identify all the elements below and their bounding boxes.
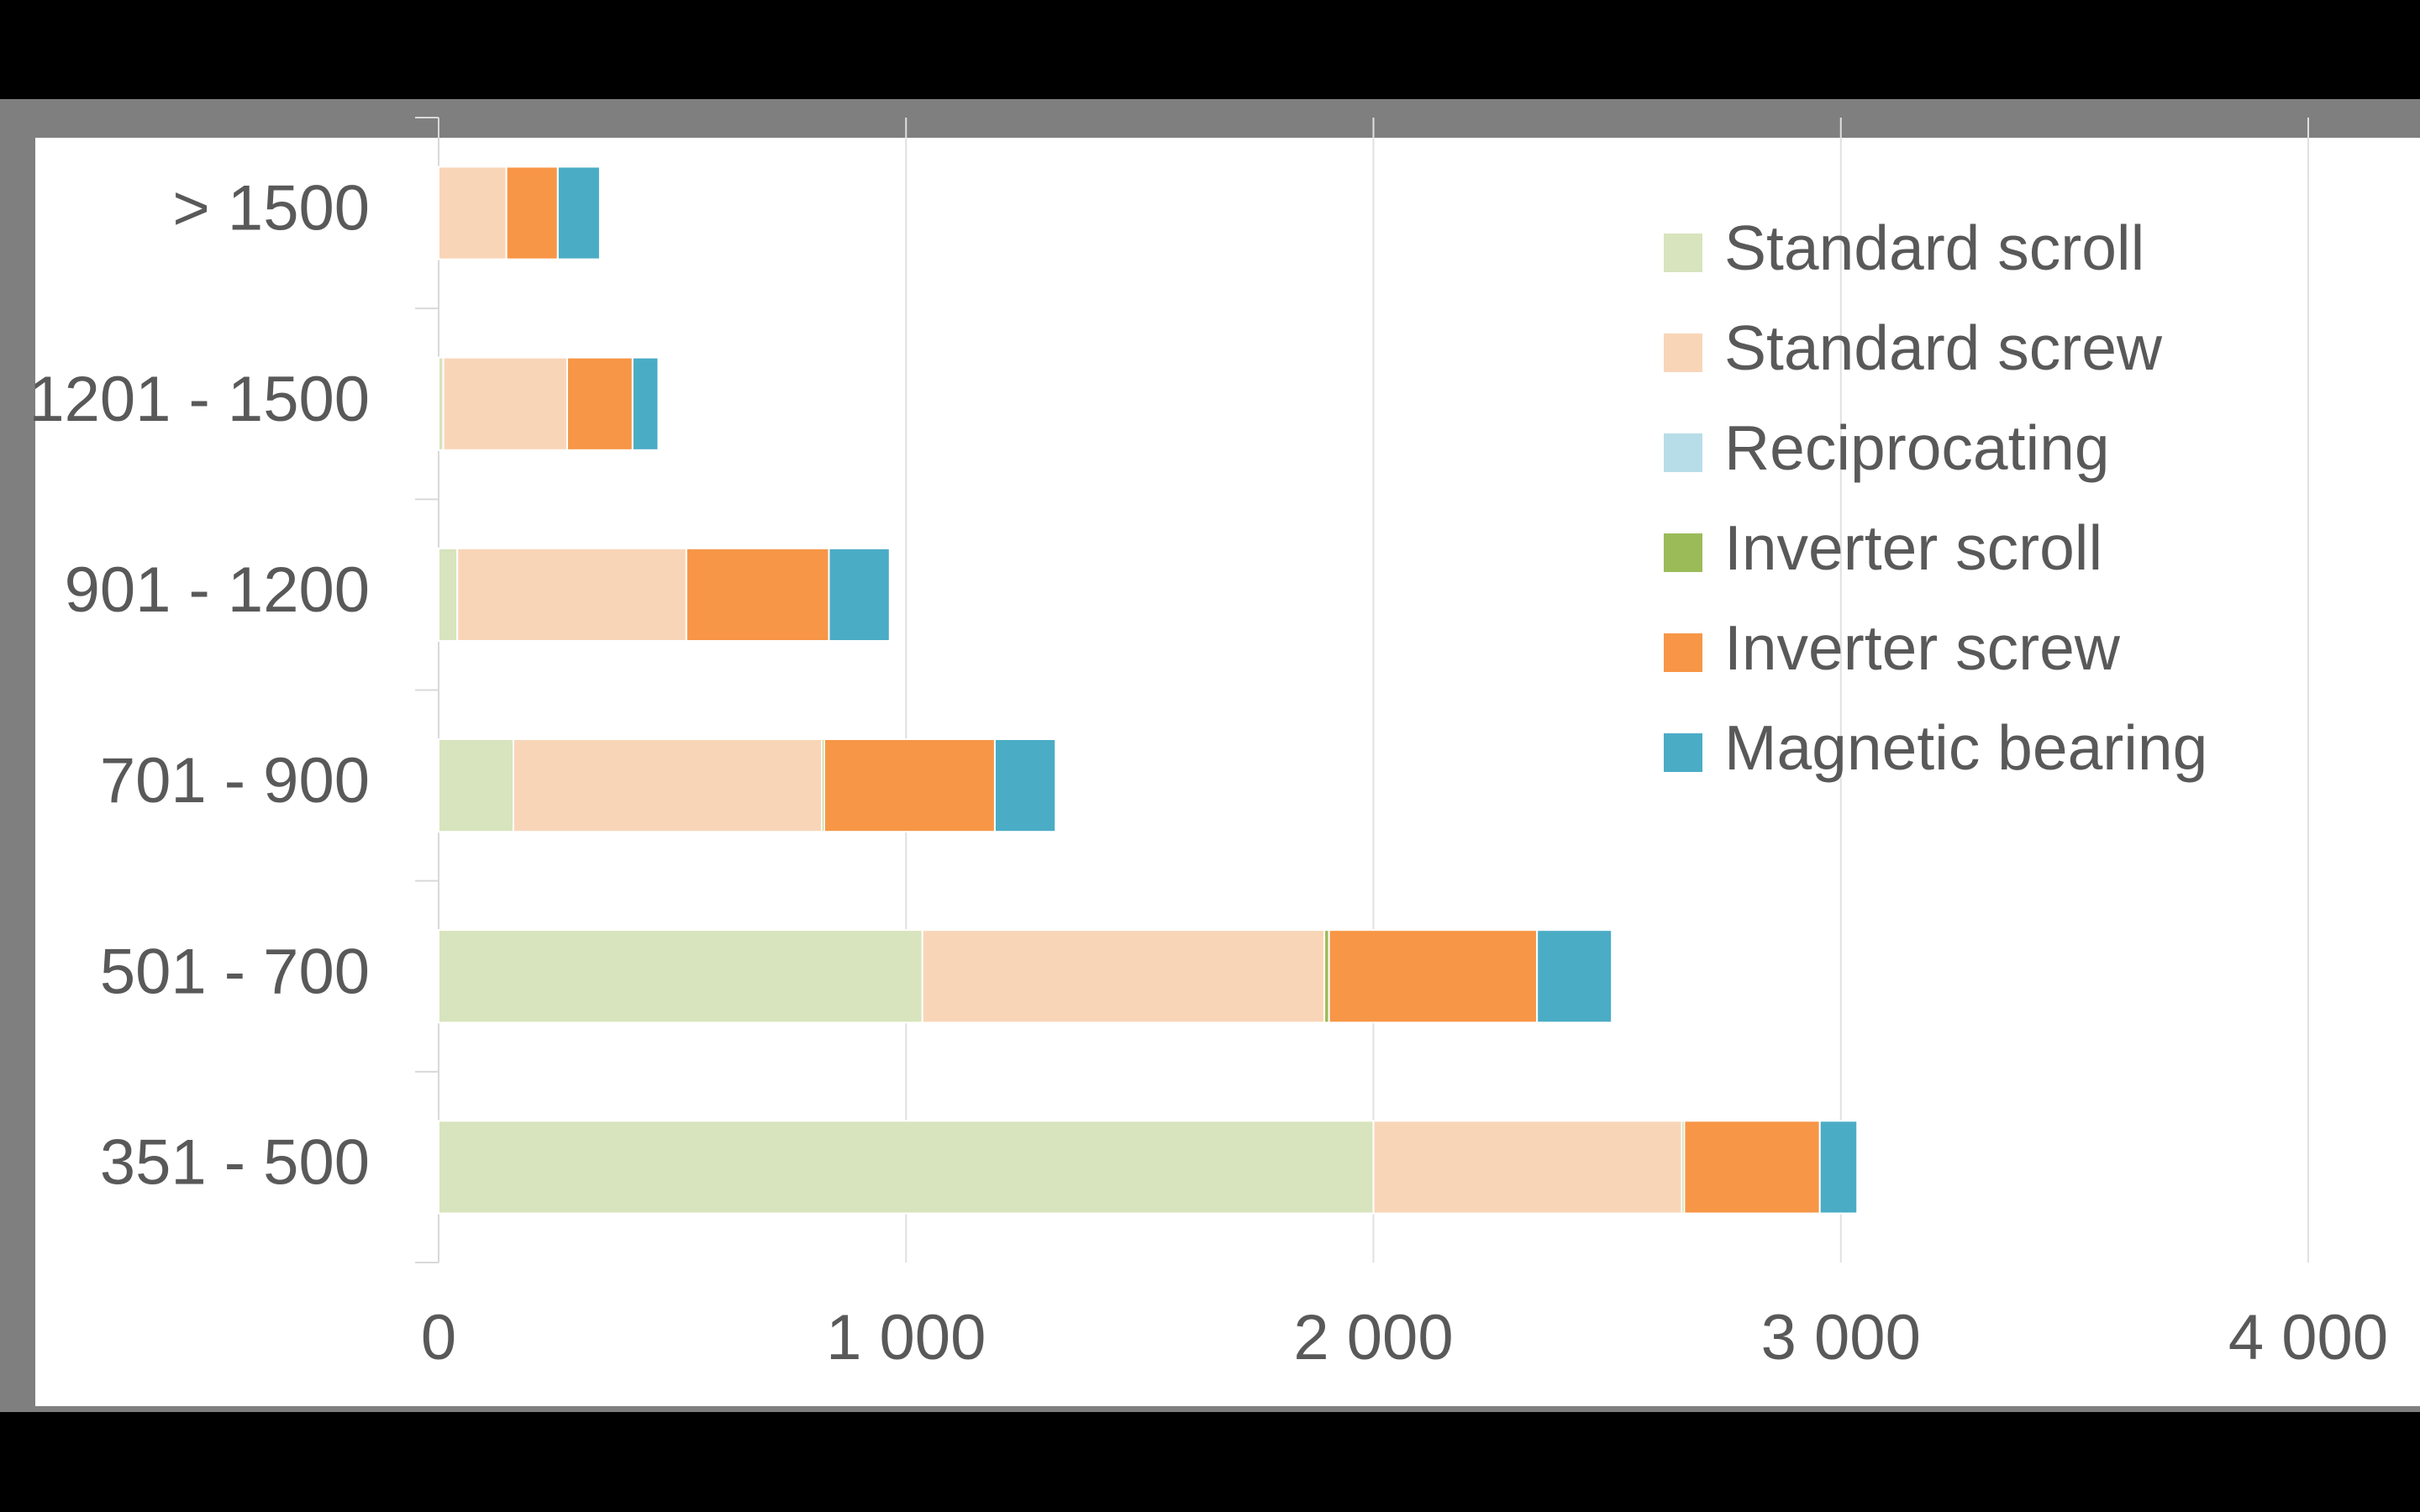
gridlines — [905, 118, 2309, 1263]
stacked-bar-chart: > 1500 1201 - 1500 901 - 1200 701 - 900 501 … — [29, 117, 2420, 1406]
bar-segment — [442, 356, 568, 451]
value-axis-label: 3 000 — [1761, 1302, 1921, 1373]
legend-swatch — [1664, 733, 1702, 772]
category-label: 1201 - 1500 — [29, 364, 370, 435]
legend-swatch — [1664, 633, 1702, 672]
legend-label: Magnetic bearing — [1724, 712, 2207, 783]
bar-segment — [438, 738, 514, 833]
category-label: > 1500 — [172, 173, 370, 244]
category-axis — [415, 117, 439, 1263]
category-labels: > 1500 1201 - 1500 901 - 1200 701 - 900 501 … — [29, 173, 370, 1199]
bar-segment — [438, 929, 923, 1024]
bar-segment — [1328, 929, 1539, 1024]
bar-segment — [438, 547, 459, 643]
bar-segment — [631, 356, 660, 451]
category-label: 701 - 900 — [100, 745, 370, 816]
legend-label: Inverter screw — [1724, 612, 2121, 683]
bar-segment — [828, 547, 891, 643]
legend-label: Inverter scroll — [1724, 512, 2102, 583]
bar-segment — [438, 1120, 1375, 1215]
legend-swatch — [1664, 533, 1702, 572]
bar-segment — [438, 165, 508, 260]
value-axis-label: 0 — [421, 1302, 456, 1373]
category-label: 351 - 500 — [100, 1126, 370, 1198]
chart-frame: > 1500 1201 - 1500 901 - 1200 701 - 900 501 … — [0, 99, 2420, 1412]
bar-segment — [556, 165, 601, 260]
legend-swatch — [1664, 234, 1702, 272]
bar-segment — [993, 738, 1057, 833]
value-axis-label: 2 000 — [1293, 1302, 1453, 1373]
legend: Standard scroll Standard screw Reciprocati… — [1664, 213, 2207, 783]
bar-segment — [1683, 1120, 1821, 1215]
value-axis-label: 1 000 — [826, 1302, 986, 1373]
bar-segment — [456, 547, 687, 643]
legend-label: Standard screw — [1724, 312, 2163, 383]
legend-swatch — [1664, 433, 1702, 472]
bar-segment — [1536, 929, 1613, 1024]
bar-segment — [685, 547, 830, 643]
bars — [438, 165, 1859, 1215]
bar-segment — [823, 738, 996, 833]
category-label: 901 - 1200 — [65, 554, 370, 626]
legend-swatch — [1664, 333, 1702, 372]
bar-segment — [921, 929, 1326, 1024]
value-axis-label: 4 000 — [2228, 1302, 2388, 1373]
legend-label: Standard scroll — [1724, 213, 2144, 283]
category-label: 501 - 700 — [100, 936, 370, 1007]
bar-segment — [505, 165, 559, 260]
bar-segment — [1372, 1120, 1683, 1215]
bar-segment — [566, 356, 634, 451]
legend-label: Reciprocating — [1724, 412, 2110, 483]
bar-segment — [513, 738, 823, 833]
bar-segment — [1818, 1120, 1859, 1215]
value-axis-labels: 0 1 000 2 000 3 000 4 000 — [421, 1302, 2388, 1373]
